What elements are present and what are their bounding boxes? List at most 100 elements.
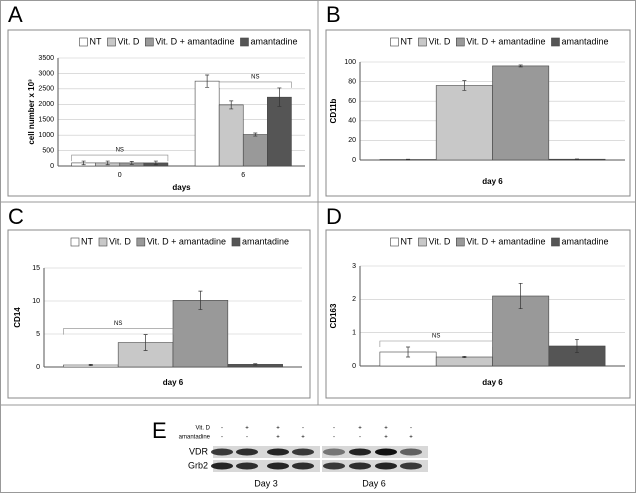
blot-band [292,448,314,456]
legend-label: Vit. D + amantadine [466,236,545,246]
y-tick-label: 2500 [38,86,54,93]
band-label: Grb2 [188,460,208,470]
y-tick-label: 1 [352,330,356,337]
error-bar [277,87,282,107]
panel-label: B [326,2,341,27]
legend-label: amantadine [242,236,289,246]
blot-band [236,448,258,456]
blot-band [375,462,397,470]
legend-label: amantadine [561,36,608,46]
blot-strip [213,460,320,472]
legend-swatch [418,37,427,47]
ns-bracket [379,340,493,347]
panel-label: E [152,418,167,443]
blot-band [211,462,233,470]
blot-strip [213,446,320,458]
y-tick-label: 1500 [38,117,54,124]
y-tick-label: 10 [32,298,40,305]
condition-sign: + [245,426,249,432]
error-bar [153,160,158,166]
blot-band [323,462,345,470]
legend-swatch [390,237,399,247]
bar [435,356,493,367]
condition-sign: + [301,435,305,441]
panel-label: D [326,204,342,229]
y-tick-label: 40 [348,118,356,125]
legend-swatch [70,237,80,247]
blot-band [292,462,314,470]
legend-label: Vit. D [428,236,450,246]
x-tick-label: 6 [241,172,245,179]
annotation: NS [116,148,124,154]
legend-label: Vit. D + amantadine [466,36,545,46]
legend-swatch [98,237,108,247]
condition-label: Vit. D [195,426,210,432]
blot-band [236,462,258,470]
error-bar [143,334,148,351]
condition-sign: - [302,426,304,432]
error-bar [105,160,110,166]
condition-sign: + [358,426,362,432]
y-tick-label: 500 [42,147,54,154]
legend-swatch [240,37,249,47]
condition-sign: - [221,435,223,441]
error-bar [574,158,579,160]
x-axis-label: days [172,183,191,192]
bar [267,96,292,167]
error-bar [462,80,467,91]
bar [242,134,268,167]
error-bar [518,64,523,68]
legend-swatch [136,237,146,247]
error-bar [406,346,411,358]
error-bar [81,160,86,166]
condition-sign: - [333,435,335,441]
legend-swatch [145,37,154,47]
legend-swatch [456,237,465,247]
panel-label: A [8,2,23,27]
condition-sign: + [276,435,280,441]
y-axis-label: CD14 [13,307,22,328]
condition-sign: + [409,435,413,441]
error-bar [406,158,411,161]
x-tick-label: 0 [118,172,122,179]
x-axis-label: day 6 [482,378,503,387]
error-bar [88,364,93,367]
legend-swatch [79,37,88,47]
y-tick-label: 20 [348,137,356,144]
y-tick-label: 1000 [38,132,54,139]
condition-sign: - [410,426,412,432]
y-axis-label: CD11b [329,98,338,123]
error-bar [462,355,467,359]
error-bar [198,290,203,310]
y-axis-label: cell number x 10³ [27,79,36,145]
condition-sign: - [221,426,223,432]
y-tick-label: 0 [352,363,356,370]
condition-label: amantadine [179,435,211,441]
error-bar [574,338,579,354]
legend-label: NT [400,36,412,46]
legend-label: NT [400,236,412,246]
blot-band [323,448,345,456]
condition-sign: - [333,426,335,432]
legend-swatch [551,37,560,47]
y-tick-label: 0 [352,157,356,164]
y-tick-label: 3 [352,263,356,270]
annotation: NS [251,75,259,81]
bar [492,65,550,161]
bar [172,300,229,368]
condition-sign: - [359,435,361,441]
legend-swatch [418,237,427,247]
blot-band [211,448,233,456]
error-bar [205,74,210,88]
y-tick-label: 100 [344,59,356,66]
legend-label: Vit. D [117,36,139,46]
legend-swatch [231,237,241,247]
error-bar [253,132,258,137]
blot-band [400,462,422,470]
annotation: NS [114,321,122,327]
ns-bracket [71,154,169,162]
legend-swatch [456,37,465,47]
error-bar [129,161,134,165]
bar [194,80,220,167]
